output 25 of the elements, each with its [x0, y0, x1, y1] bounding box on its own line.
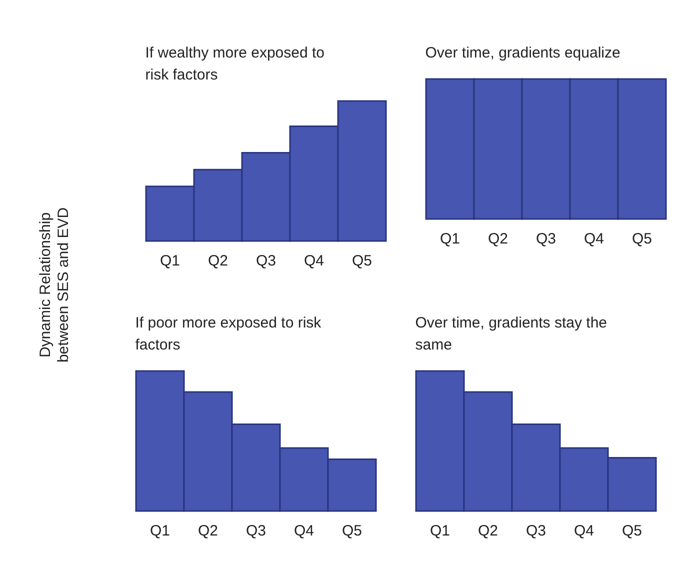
x-tick-label: Q4 [584, 230, 604, 248]
x-tick-label: Q3 [256, 252, 276, 270]
x-tick-label: Q2 [198, 522, 218, 540]
x-tick-label: Q2 [488, 230, 508, 248]
chart-title: Over time, gradients stay the same [415, 314, 607, 354]
x-tick-label: Q4 [294, 522, 314, 540]
x-tick-label: Q3 [246, 522, 266, 540]
x-tick-label: Q2 [478, 522, 498, 540]
x-tick-label: Q1 [440, 230, 460, 248]
x-tick-label: Q3 [536, 230, 556, 248]
chart-title: Over time, gradients equalize [425, 44, 620, 62]
x-tick-label: Q1 [160, 252, 180, 270]
x-tick-label: Q5 [342, 522, 362, 540]
x-tick-label: Q4 [574, 522, 594, 540]
x-tick-label: Q1 [150, 522, 170, 540]
x-tick-label: Q4 [304, 252, 324, 270]
x-tick-label: Q1 [430, 522, 450, 540]
x-tick-label: Q2 [208, 252, 228, 270]
chart-title: If wealthy more exposed to risk factors [145, 44, 325, 84]
x-tick-label: Q5 [622, 522, 642, 540]
text: Dynamic Relationship between SES and EVD [37, 207, 72, 363]
x-tick-label: Q3 [526, 522, 546, 540]
chart-title: If poor more exposed to risk factors [135, 314, 322, 354]
x-tick-label: Q5 [352, 252, 372, 270]
x-tick-label: Q5 [632, 230, 652, 248]
